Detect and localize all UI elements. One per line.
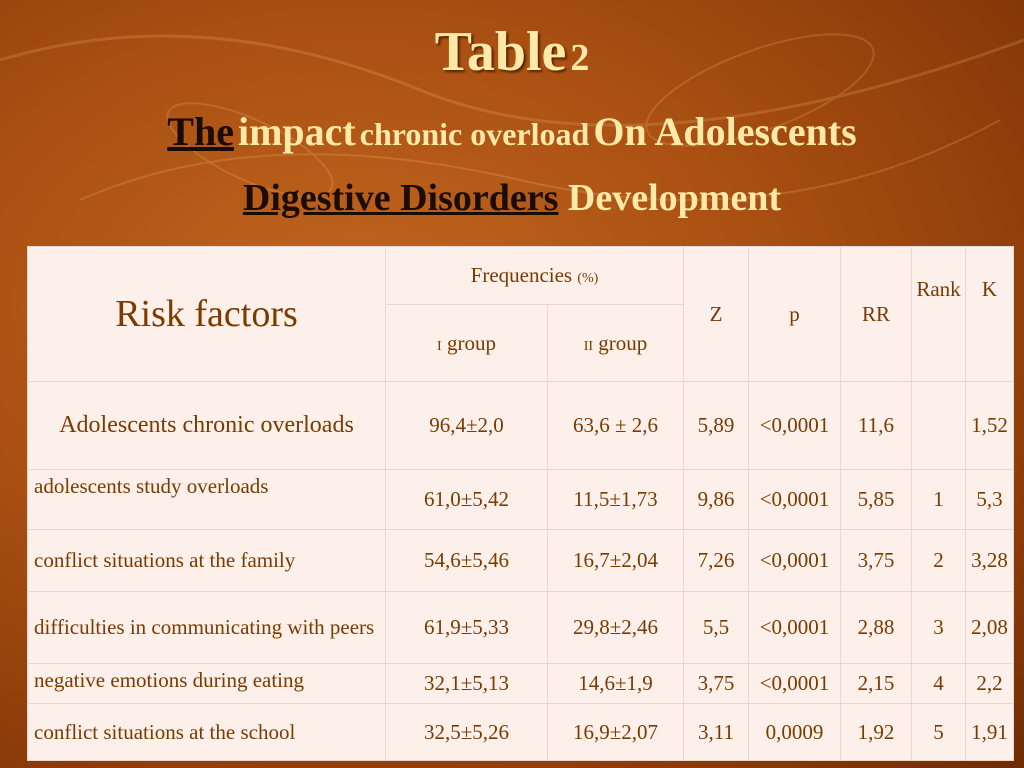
subtitle-development: Development	[567, 177, 782, 219]
table-row: negative emotions during eating 32,1±5,1…	[27, 663, 1014, 704]
header-z: Z	[683, 246, 749, 382]
subtitle-on-adolescents: On Adolescents	[593, 109, 857, 154]
slide-title: Table 2	[0, 24, 1024, 80]
table-row: adolescents study overloads 61,0±5,42 11…	[27, 469, 1014, 530]
subtitle-impact: impact	[237, 109, 356, 154]
header-rank: Rank	[911, 246, 966, 382]
header-frequencies: Frequencies (%)	[385, 246, 684, 305]
table-row: difficulties in communicating with peers…	[27, 591, 1014, 664]
risk-factors-table: Risk factors Frequencies (%) Z p RR Rank…	[27, 246, 1014, 761]
subtitle-chronic-overload: chronic overload	[359, 116, 590, 152]
decorative-leaf-pattern	[0, 33, 1024, 201]
table-row: conflict situations at the school 32,5±5…	[27, 703, 1014, 761]
header-group-2: II group	[547, 304, 684, 382]
subtitle-digestive-disorders: Digestive Disorders	[242, 177, 559, 219]
header-rr: RR	[840, 246, 912, 382]
header-group-1: I group	[385, 304, 548, 382]
header-risk-factors: Risk factors	[27, 246, 386, 382]
title-number: 2	[570, 37, 590, 79]
header-k: K	[965, 246, 1014, 382]
subtitle-the: The	[167, 109, 234, 154]
slide-subtitle: The impact chronic overload On Adolescen…	[0, 110, 1024, 220]
header-p: p	[748, 246, 841, 382]
table-row: conflict situations at the family 54,6±5…	[27, 529, 1014, 592]
title-word: Table	[434, 21, 567, 83]
table-row: Adolescents chronic overloads 96,4±2,0 6…	[27, 381, 1014, 470]
